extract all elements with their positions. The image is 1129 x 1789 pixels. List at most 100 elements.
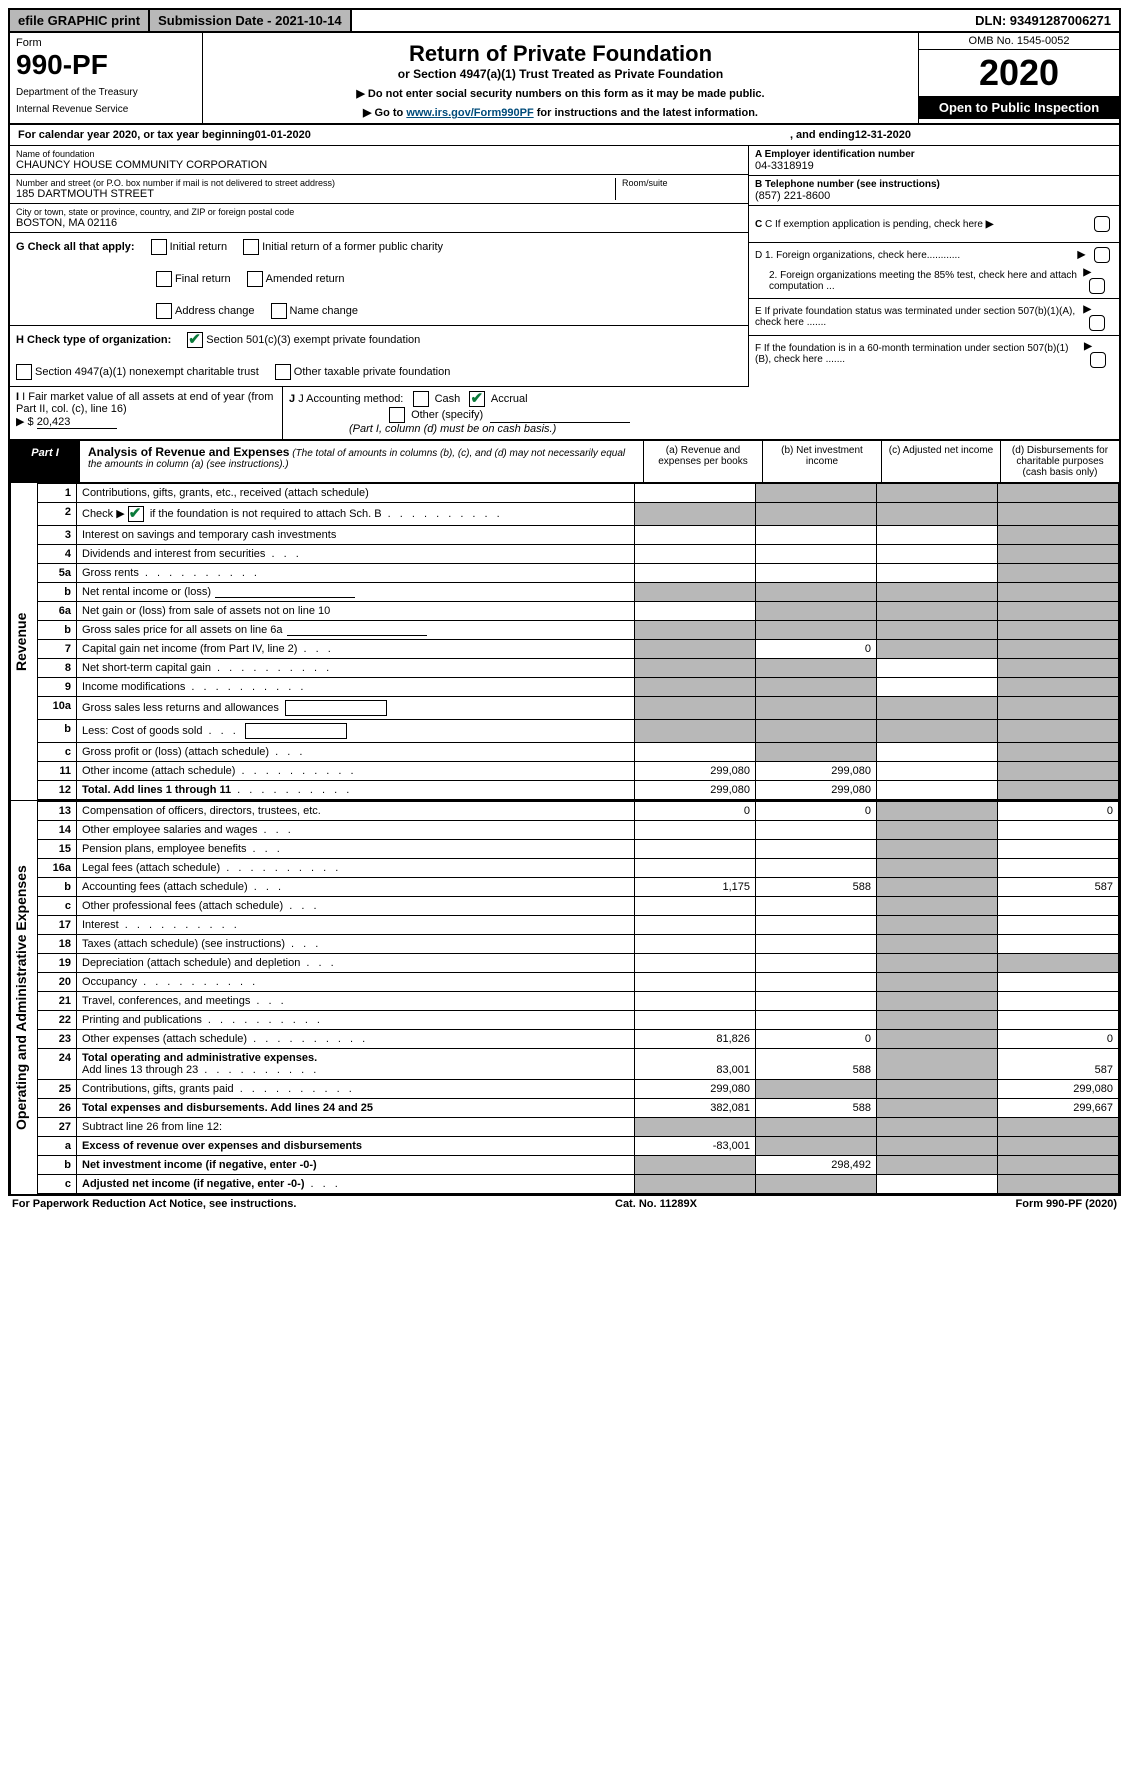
row-desc: Dividends and interest from securities [77, 545, 635, 564]
table-row: bLess: Cost of goods sold [38, 720, 1119, 743]
c-label: C If exemption application is pending, c… [765, 219, 983, 230]
d2-checkbox[interactable] [1089, 278, 1105, 294]
final-return-label: Final return [175, 273, 231, 285]
row-desc: Depreciation (attach schedule) and deple… [77, 954, 635, 973]
dept-treasury: Department of the Treasury [16, 87, 196, 98]
cell-value: 0 [756, 640, 877, 659]
d1-checkbox[interactable] [1094, 247, 1110, 263]
j-label: J Accounting method: [298, 393, 403, 405]
g-label: G Check all that apply: [16, 241, 135, 253]
revenue-section: Revenue 1Contributions, gifts, grants, e… [8, 483, 1121, 801]
table-row: 27Subtract line 26 from line 12: [38, 1118, 1119, 1137]
part1-desc: Analysis of Revenue and Expenses (The to… [80, 441, 643, 482]
cal-begin: 01-01-2020 [255, 129, 311, 141]
info-right: A Employer identification number 04-3318… [748, 146, 1119, 387]
other-spec-checkbox[interactable] [389, 407, 405, 423]
efile-button[interactable]: efile GRAPHIC print [10, 10, 150, 31]
row-num: 2 [38, 503, 77, 526]
page-footer: For Paperwork Reduction Act Notice, see … [8, 1196, 1121, 1212]
part1-header: Part I Analysis of Revenue and Expenses … [8, 440, 1121, 483]
row-desc: Gross rents [77, 564, 635, 583]
footer-mid: Cat. No. 11289X [615, 1198, 697, 1210]
e-checkbox[interactable] [1089, 315, 1105, 331]
sec501-checkbox[interactable] [187, 332, 203, 348]
row-num: 24 [38, 1049, 77, 1080]
table-row: 3Interest on savings and temporary cash … [38, 526, 1119, 545]
ein-value: 04-3318919 [755, 160, 1113, 172]
room-label: Room/suite [622, 178, 742, 188]
row-desc: Net rental income or (loss) [77, 583, 635, 602]
cash-checkbox[interactable] [413, 391, 429, 407]
table-row: bNet rental income or (loss) [38, 583, 1119, 602]
instruction-1: ▶ Do not enter social security numbers o… [209, 87, 912, 100]
phone-label: B Telephone number (see instructions) [755, 179, 1113, 190]
f-check-row: F If the foundation is in a 60-month ter… [749, 336, 1119, 372]
other-taxable-checkbox[interactable] [275, 364, 291, 380]
table-row: 6aNet gain or (loss) from sale of assets… [38, 602, 1119, 621]
foundation-name: CHAUNCY HOUSE COMMUNITY CORPORATION [16, 159, 742, 171]
irs-link[interactable]: www.irs.gov/Form990PF [406, 107, 533, 119]
row-num: 5a [38, 564, 77, 583]
address-change-checkbox[interactable] [156, 303, 172, 319]
row-desc: Adjusted net income (if negative, enter … [77, 1175, 635, 1194]
cell-value: 299,080 [756, 762, 877, 781]
revenue-table: 1Contributions, gifts, grants, etc., rec… [37, 483, 1119, 800]
row-num: 9 [38, 678, 77, 697]
row-desc: Income modifications [77, 678, 635, 697]
amended-return-checkbox[interactable] [247, 271, 263, 287]
initial-return-checkbox[interactable] [151, 239, 167, 255]
row-num: 27 [38, 1118, 77, 1137]
city-value: BOSTON, MA 02116 [16, 217, 742, 229]
row-desc: Gross profit or (loss) (attach schedule) [77, 743, 635, 762]
d1-label: D 1. Foreign organizations, check here..… [755, 250, 960, 261]
table-row: 20Occupancy [38, 973, 1119, 992]
sec4947-label: Section 4947(a)(1) nonexempt charitable … [35, 366, 259, 378]
accrual-checkbox[interactable] [469, 391, 485, 407]
f-checkbox[interactable] [1090, 352, 1106, 368]
cell-value: 298,492 [756, 1156, 877, 1175]
row-num: 8 [38, 659, 77, 678]
e-label: E If private foundation status was termi… [755, 306, 1083, 328]
table-row: 16aLegal fees (attach schedule) [38, 859, 1119, 878]
header-left: Form 990-PF Department of the Treasury I… [10, 33, 203, 123]
col-b-head: (b) Net investment income [762, 441, 881, 482]
sec4947-checkbox[interactable] [16, 364, 32, 380]
row-num: 6a [38, 602, 77, 621]
table-row: 15Pension plans, employee benefits [38, 840, 1119, 859]
sch-b-checkbox[interactable] [128, 506, 144, 522]
row-num: 16a [38, 859, 77, 878]
table-row: cGross profit or (loss) (attach schedule… [38, 743, 1119, 762]
form-number: 990-PF [16, 49, 196, 81]
form-label: Form [16, 37, 196, 49]
table-row: aExcess of revenue over expenses and dis… [38, 1137, 1119, 1156]
amended-return-label: Amended return [266, 273, 345, 285]
c-checkbox[interactable] [1094, 216, 1110, 232]
table-row: bNet investment income (if negative, ent… [38, 1156, 1119, 1175]
cell-value: 587 [998, 878, 1119, 897]
final-return-checkbox[interactable] [156, 271, 172, 287]
row-num: 11 [38, 762, 77, 781]
cash-label: Cash [435, 393, 461, 405]
cell-value: 83,001 [635, 1049, 756, 1080]
row-desc: Total. Add lines 1 through 11 [77, 781, 635, 800]
e-check-row: E If private foundation status was termi… [749, 299, 1119, 336]
initial-former-checkbox[interactable] [243, 239, 259, 255]
col-d-head: (d) Disbursements for charitable purpose… [1000, 441, 1119, 482]
address-cell: Number and street (or P.O. box number if… [10, 175, 748, 204]
table-row: 13Compensation of officers, directors, t… [38, 802, 1119, 821]
table-row: 9Income modifications [38, 678, 1119, 697]
submission-date: Submission Date - 2021-10-14 [150, 10, 352, 31]
row-desc: Excess of revenue over expenses and disb… [77, 1137, 635, 1156]
accounting-box: J J Accounting method: Cash Accrual Othe… [283, 387, 1119, 439]
header-right: OMB No. 1545-0052 2020 Open to Public In… [918, 33, 1119, 123]
row-desc: Interest on savings and temporary cash i… [77, 526, 635, 545]
cell-value: 0 [998, 802, 1119, 821]
row-num: 10a [38, 697, 77, 720]
row-num: 7 [38, 640, 77, 659]
cell-value: 299,080 [635, 781, 756, 800]
row-desc: Net investment income (if negative, ente… [77, 1156, 635, 1175]
f-label: F If the foundation is in a 60-month ter… [755, 343, 1084, 365]
part1-label: Part I [10, 441, 80, 482]
addr-label: Number and street (or P.O. box number if… [16, 178, 615, 188]
name-change-checkbox[interactable] [271, 303, 287, 319]
